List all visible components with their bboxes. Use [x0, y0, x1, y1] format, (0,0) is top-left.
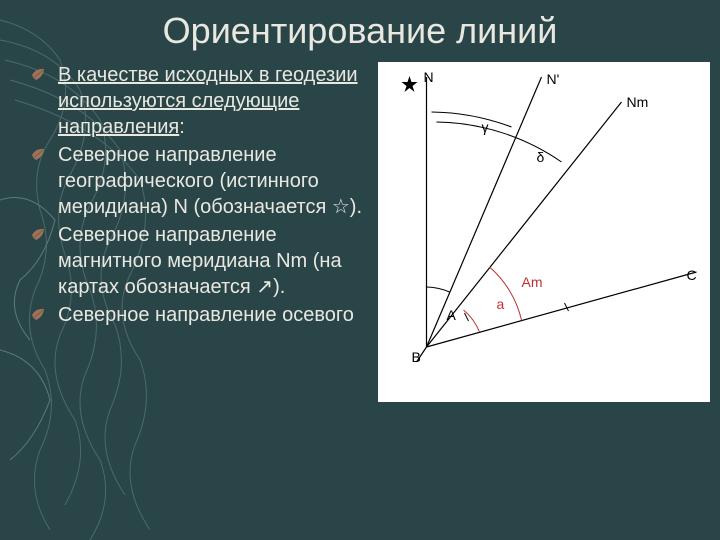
svg-text:a: a [497, 296, 505, 312]
list-item-text: В качестве исходных в геодезии использую… [58, 62, 370, 140]
svg-text:C: C [687, 267, 697, 283]
leaf-icon [30, 302, 58, 328]
page-title: Ориентирование линий [0, 0, 720, 52]
list-item: Северное направление географического (ис… [30, 142, 370, 220]
list-item: Северное направление осевого [30, 302, 370, 328]
content-row: В качестве исходных в геодезии использую… [0, 52, 720, 402]
svg-text:N': N' [547, 71, 560, 87]
bullet-list: В качестве исходных в геодезии использую… [30, 62, 370, 402]
list-item-text: Северное направление географического (ис… [58, 142, 370, 220]
list-item-text: Северное направление магнитного меридиан… [58, 222, 370, 300]
svg-text:δ: δ [537, 149, 545, 165]
leaf-icon [30, 142, 58, 220]
svg-text:Nm: Nm [627, 94, 649, 110]
list-item-text: Северное направление осевого [58, 302, 370, 328]
svg-text:N: N [424, 69, 434, 85]
svg-text:A: A [447, 307, 457, 323]
leaf-icon [30, 62, 58, 140]
svg-text:Am: Am [522, 274, 543, 290]
list-item: Северное направление магнитного меридиан… [30, 222, 370, 300]
orientation-diagram: N N' Nm C B A Am a γ δ [378, 62, 710, 402]
leaf-icon [30, 222, 58, 300]
svg-text:γ: γ [482, 119, 489, 135]
list-item: В качестве исходных в геодезии использую… [30, 62, 370, 140]
svg-text:B: B [412, 349, 421, 365]
